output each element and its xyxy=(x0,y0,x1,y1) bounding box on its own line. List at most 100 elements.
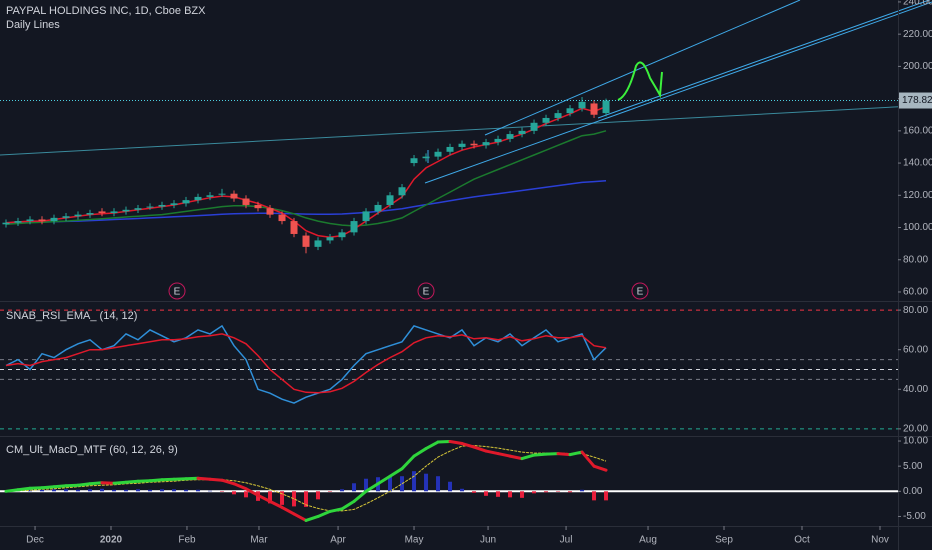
x-tick-label: Feb xyxy=(178,535,196,546)
earnings-marker xyxy=(631,282,649,300)
candle-body xyxy=(554,113,562,118)
indicator-segment xyxy=(124,479,140,484)
histogram-bar xyxy=(124,489,129,492)
channel-line xyxy=(424,1,932,184)
y-tick-label: 120.00 xyxy=(903,190,932,201)
indicator-segment xyxy=(424,440,440,451)
x-tick-label: May xyxy=(405,535,424,546)
channel-line xyxy=(597,0,931,119)
histogram-bar xyxy=(544,491,549,493)
drawings xyxy=(0,0,932,184)
indicator-segment xyxy=(472,445,488,453)
histogram-bar xyxy=(292,491,297,507)
indicator-segment xyxy=(544,452,560,456)
indicator-line xyxy=(5,333,607,394)
indicator-segment xyxy=(556,452,572,457)
y-tick-label: 10.00 xyxy=(903,436,928,447)
candle-body xyxy=(170,203,178,205)
histogram-bar xyxy=(352,483,357,492)
moving-average xyxy=(6,180,607,224)
x-tick-label: Nov xyxy=(871,535,889,546)
histogram-bar xyxy=(424,473,429,492)
candle-body xyxy=(494,138,502,143)
x-tick-label: Apr xyxy=(330,535,346,546)
candle-body xyxy=(434,151,442,157)
indicator-segment xyxy=(220,478,236,486)
histogram-bar xyxy=(604,491,609,501)
indicator-segment xyxy=(412,447,428,458)
indicator-segment xyxy=(100,481,116,485)
candle-body xyxy=(338,232,346,238)
indicator-segment xyxy=(28,486,44,490)
candle-body xyxy=(386,195,394,205)
candle-body xyxy=(458,143,466,147)
candle-body xyxy=(578,101,586,109)
indicator-segment xyxy=(376,474,392,486)
indicator-segment xyxy=(160,477,176,482)
candle-body xyxy=(134,208,142,210)
indicator-segment xyxy=(340,499,356,511)
histogram-bar xyxy=(412,471,417,492)
candle-body xyxy=(110,211,118,214)
candle-body xyxy=(62,216,70,218)
candle-body xyxy=(182,200,190,204)
histogram-bar xyxy=(436,476,441,492)
indicator-segment xyxy=(64,483,80,488)
moving-average xyxy=(5,106,607,238)
histogram-bar xyxy=(232,491,237,495)
candle-body xyxy=(50,217,58,222)
indicator-segment xyxy=(208,477,224,482)
y-tick-label: 80.00 xyxy=(903,305,928,316)
histogram-bar xyxy=(208,490,213,492)
histogram-bar xyxy=(76,489,81,492)
candle-body xyxy=(2,222,10,225)
histogram-bar xyxy=(172,489,177,492)
histogram-bar xyxy=(88,489,93,492)
y-tick-label: 60.00 xyxy=(903,287,928,298)
indicator-segment xyxy=(280,505,296,516)
histogram-bar xyxy=(592,491,597,501)
last-price-box xyxy=(899,92,932,109)
candle-body xyxy=(14,221,22,223)
trend-line xyxy=(0,104,932,156)
indicator-segment xyxy=(244,487,260,497)
histogram-bar xyxy=(364,478,369,492)
histogram-bar xyxy=(472,491,477,493)
indicator-segment xyxy=(568,450,584,457)
indicator-segment xyxy=(460,442,476,449)
indicator-segment xyxy=(304,514,320,522)
indicator-segment xyxy=(196,476,212,481)
histogram-bar xyxy=(460,488,465,492)
candle-body xyxy=(122,209,130,212)
candle-body xyxy=(518,130,526,135)
indicator-segment xyxy=(520,453,536,461)
candle-body xyxy=(314,240,322,247)
earnings-label: E xyxy=(174,287,181,298)
x-tick-label: Sep xyxy=(715,535,733,546)
histogram-bar xyxy=(100,488,105,492)
candle-body xyxy=(266,208,274,215)
histogram-bar xyxy=(280,491,285,505)
candle-body xyxy=(326,237,334,241)
histogram-bar xyxy=(52,489,57,492)
histogram-bar xyxy=(328,491,333,492)
candle-body xyxy=(302,235,310,247)
candle-body xyxy=(98,211,106,214)
histogram-bar xyxy=(496,491,501,497)
x-tick-label: Jul xyxy=(560,535,573,546)
indicator-segment xyxy=(484,449,500,456)
candle-body xyxy=(602,100,610,114)
histogram-bar xyxy=(40,489,45,492)
candle-body xyxy=(542,117,550,123)
indicator-segment xyxy=(508,454,524,461)
candle-body xyxy=(242,198,250,205)
histogram-bar xyxy=(268,491,273,504)
candle-body xyxy=(566,108,574,114)
candle-body xyxy=(590,103,598,115)
histogram-bar xyxy=(244,491,249,498)
last-price-label: 178.82 xyxy=(902,95,932,106)
pane-title: SNAB_RSI_EMA_ (14, 12) xyxy=(6,310,137,322)
y-tick-label: 160.00 xyxy=(903,125,932,136)
histogram-bar xyxy=(304,491,309,507)
y-tick-label: 0.00 xyxy=(903,486,923,497)
